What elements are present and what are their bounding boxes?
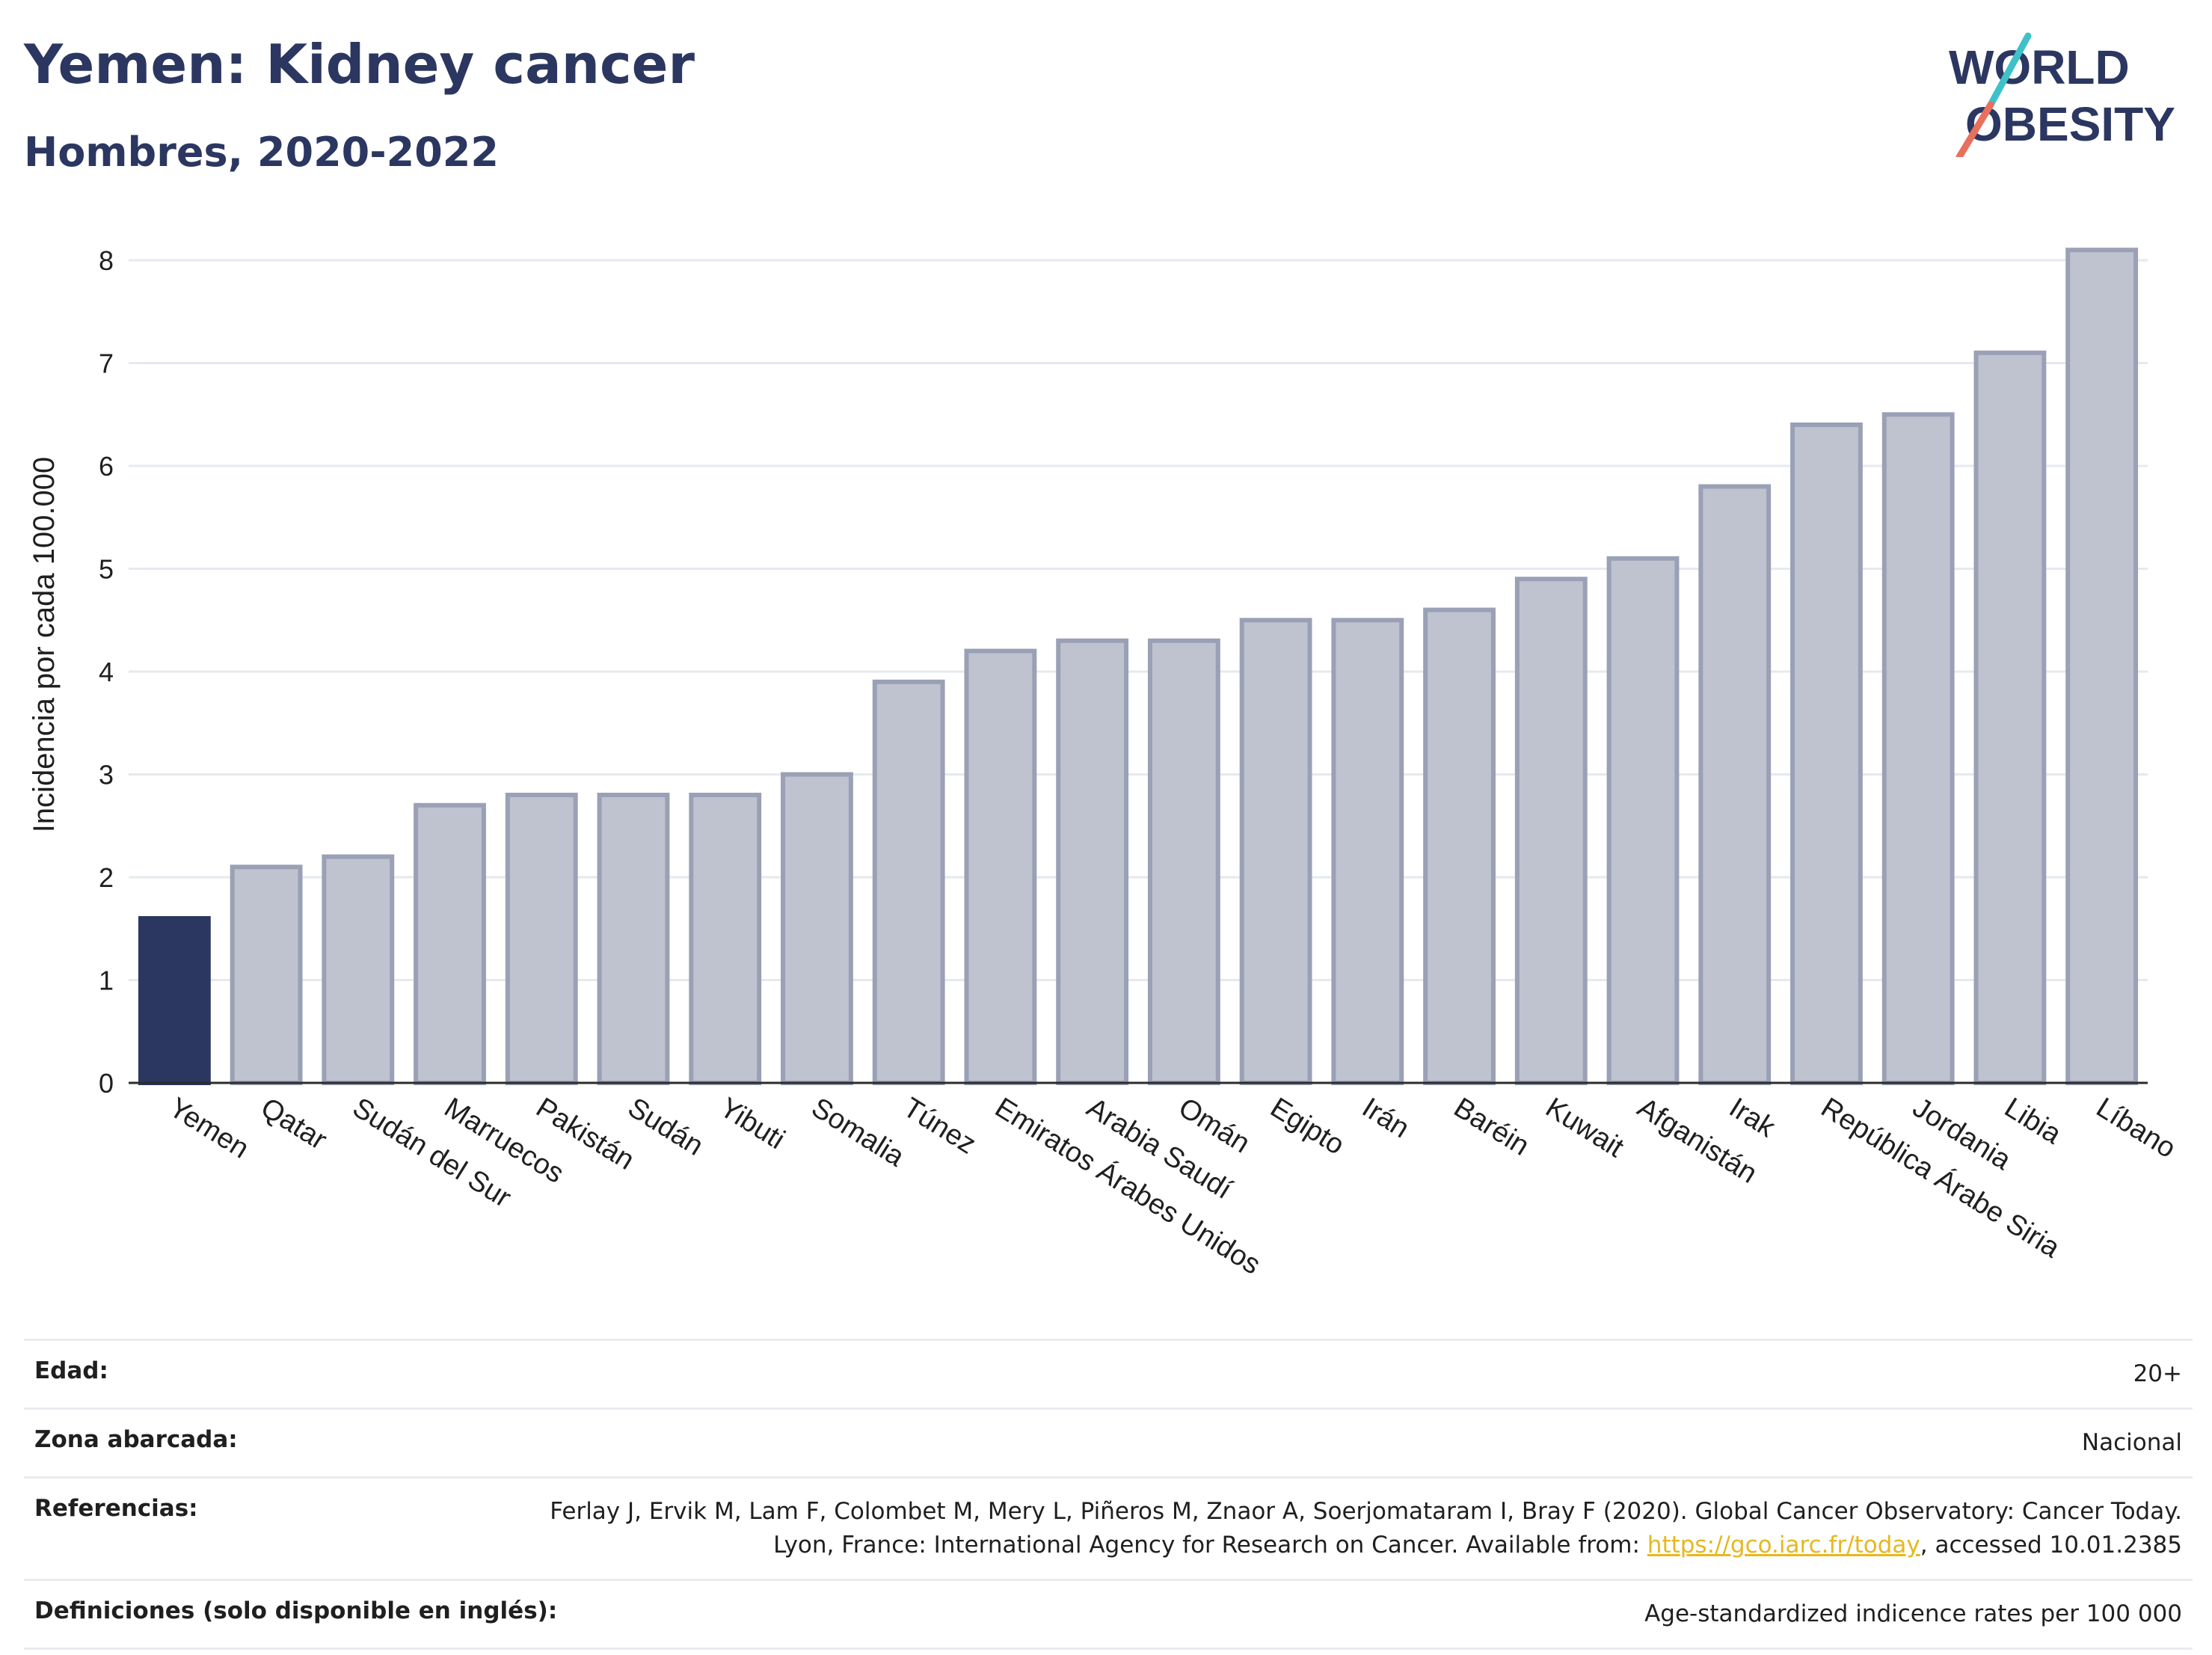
bar-sudán [597, 793, 670, 1085]
y-tick-label: 5 [99, 554, 114, 585]
bar-túnez [872, 679, 945, 1085]
meta-row-references: Referencias: Ferlay J, Ervik M, Lam F, C… [24, 1476, 2193, 1579]
x-tick-label: Túnez [897, 1092, 981, 1161]
bar-yemen [138, 916, 211, 1085]
bar-jordania [1881, 412, 1955, 1085]
x-tick-label: Baréin [1448, 1092, 1534, 1162]
x-tick-label: Somalia [806, 1092, 910, 1173]
bar-pakistán [505, 793, 578, 1085]
area-label: Zona abarcada: [34, 1425, 238, 1453]
area-value: Nacional [2081, 1428, 2182, 1456]
bar-irak [1698, 484, 1772, 1085]
references-text: Ferlay J, Ervik M, Lam F, Colombet M, Me… [550, 1497, 2182, 1559]
bar-qatar [230, 865, 303, 1085]
meta-row-definitions: Definiciones (solo disponible en inglés)… [24, 1578, 2193, 1650]
references-accessed: , accessed 10.01.2385 [1920, 1531, 2182, 1559]
bar-sudán-del-sur [322, 854, 395, 1085]
bar-somalia [781, 772, 853, 1085]
bar-egipto [1239, 618, 1312, 1085]
definitions-label: Definiciones (solo disponible en inglés)… [34, 1597, 558, 1624]
metadata-table: Edad: 20+ Zona abarcada: Nacional Refere… [24, 1339, 2193, 1650]
y-tick-label: 1 [99, 965, 114, 996]
x-tick-label: Irán [1357, 1092, 1415, 1144]
x-tick-label: Sudán del Sur [347, 1092, 517, 1214]
svg-text:WORLD: WORLD [1949, 40, 2130, 94]
x-tick-label: Líbano [2091, 1092, 2181, 1164]
age-value: 20+ [2133, 1360, 2182, 1387]
bar-baréin [1423, 607, 1496, 1085]
references-value: Ferlay J, Ervik M, Lam F, Colombet M, Me… [537, 1495, 2182, 1562]
y-tick-label: 6 [99, 451, 114, 482]
svg-text:OBESITY: OBESITY [1965, 97, 2175, 151]
bar-libia [1973, 350, 2047, 1085]
bar-emiratos-árabes-unidos [964, 648, 1037, 1085]
bar-república-árabe-siria [1790, 423, 1863, 1085]
y-tick-label: 7 [99, 348, 114, 379]
bar-irán [1331, 618, 1404, 1085]
x-tick-label: Yemen [164, 1092, 254, 1165]
page-title: Yemen: Kidney cancer [24, 33, 695, 96]
x-tick-label: Kuwait [1540, 1092, 1629, 1164]
definitions-value: Age-standardized indicence rates per 100… [1644, 1600, 2182, 1627]
x-tick-label: Yibuti [714, 1092, 790, 1155]
bar-kuwait [1514, 577, 1588, 1085]
meta-row-area: Zona abarcada: Nacional [24, 1407, 2193, 1476]
bar-yibuti [689, 793, 762, 1085]
y-tick-label: 4 [99, 657, 114, 687]
y-tick-label: 0 [99, 1068, 114, 1099]
page-subtitle: Hombres, 2020-2022 [24, 129, 499, 176]
bar-afganistán [1606, 556, 1680, 1085]
y-tick-label: 8 [99, 245, 114, 276]
y-axis-label: Incidencia por cada 100.000 [28, 457, 61, 833]
bars [138, 248, 2139, 1085]
bar-líbano [2065, 248, 2139, 1085]
bar-omán [1147, 638, 1220, 1085]
bar-arabia-saudí [1056, 638, 1129, 1085]
age-label: Edad: [34, 1357, 108, 1384]
meta-row-age: Edad: 20+ [24, 1339, 2193, 1407]
references-label: Referencias: [34, 1494, 198, 1522]
references-link[interactable]: https://gco.iarc.fr/today [1647, 1531, 1920, 1559]
y-tick-label: 2 [99, 862, 114, 893]
x-tick-label: Irak [1724, 1092, 1781, 1144]
x-tick-label: Qatar [255, 1092, 332, 1156]
bar-marruecos [414, 802, 486, 1085]
x-tick-label: Libia [1999, 1092, 2067, 1151]
x-tick-label: Egipto [1265, 1092, 1350, 1161]
world-obesity-logo: WORLD OBESITY [1949, 32, 2175, 157]
y-tick-label: 3 [99, 760, 114, 790]
